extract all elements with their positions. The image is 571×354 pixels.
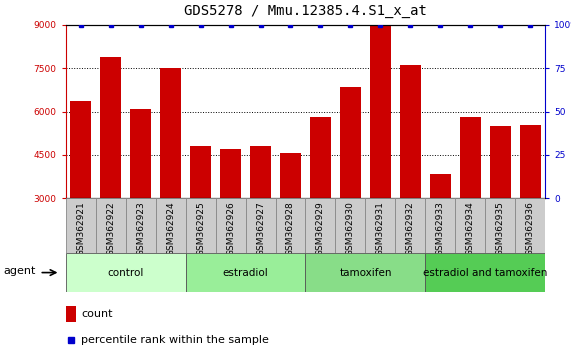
FancyBboxPatch shape	[425, 198, 455, 253]
FancyBboxPatch shape	[186, 253, 305, 292]
Bar	[160, 68, 181, 198]
Text: GSM362926: GSM362926	[226, 201, 235, 256]
FancyBboxPatch shape	[425, 253, 545, 292]
Text: GDS5278 / Mmu.12385.4.S1_x_at: GDS5278 / Mmu.12385.4.S1_x_at	[184, 4, 427, 18]
FancyBboxPatch shape	[485, 198, 515, 253]
FancyBboxPatch shape	[96, 198, 126, 253]
Bar	[520, 125, 541, 198]
Bar	[460, 117, 481, 198]
Text: tamoxifen: tamoxifen	[339, 268, 392, 278]
Text: GSM362925: GSM362925	[196, 201, 205, 256]
FancyBboxPatch shape	[246, 198, 275, 253]
Bar	[490, 126, 511, 198]
FancyBboxPatch shape	[305, 198, 335, 253]
FancyBboxPatch shape	[66, 198, 96, 253]
Text: count: count	[81, 309, 112, 319]
Text: GSM362932: GSM362932	[406, 201, 415, 256]
Text: GSM362936: GSM362936	[526, 201, 535, 256]
Bar	[340, 87, 361, 198]
Text: GSM362929: GSM362929	[316, 201, 325, 256]
FancyBboxPatch shape	[395, 198, 425, 253]
Text: control: control	[107, 268, 144, 278]
Bar	[400, 65, 421, 198]
FancyBboxPatch shape	[305, 253, 425, 292]
Text: GSM362930: GSM362930	[346, 201, 355, 256]
Text: GSM362928: GSM362928	[286, 201, 295, 256]
Bar	[280, 153, 301, 198]
FancyBboxPatch shape	[275, 198, 305, 253]
Text: percentile rank within the sample: percentile rank within the sample	[81, 335, 269, 344]
Text: estradiol and tamoxifen: estradiol and tamoxifen	[423, 268, 548, 278]
Text: agent: agent	[3, 266, 35, 276]
Bar	[220, 149, 241, 198]
FancyBboxPatch shape	[215, 198, 246, 253]
Text: GSM362931: GSM362931	[376, 201, 385, 256]
Bar	[100, 57, 121, 198]
Text: GSM362921: GSM362921	[76, 201, 85, 256]
FancyBboxPatch shape	[66, 253, 186, 292]
Bar	[70, 101, 91, 198]
Text: GSM362923: GSM362923	[136, 201, 145, 256]
Text: GSM362924: GSM362924	[166, 201, 175, 256]
FancyBboxPatch shape	[155, 198, 186, 253]
Text: GSM362933: GSM362933	[436, 201, 445, 256]
FancyBboxPatch shape	[365, 198, 395, 253]
Text: estradiol: estradiol	[223, 268, 268, 278]
FancyBboxPatch shape	[335, 198, 365, 253]
FancyBboxPatch shape	[126, 198, 155, 253]
Bar	[310, 117, 331, 198]
Text: GSM362922: GSM362922	[106, 201, 115, 256]
FancyBboxPatch shape	[455, 198, 485, 253]
Bar	[250, 146, 271, 198]
FancyBboxPatch shape	[186, 198, 215, 253]
Bar	[130, 109, 151, 198]
Bar	[190, 146, 211, 198]
Bar	[370, 25, 391, 198]
Text: GSM362934: GSM362934	[466, 201, 475, 256]
Bar	[66, 306, 76, 322]
Text: GSM362927: GSM362927	[256, 201, 265, 256]
Bar	[430, 174, 451, 198]
Text: GSM362935: GSM362935	[496, 201, 505, 256]
FancyBboxPatch shape	[515, 198, 545, 253]
